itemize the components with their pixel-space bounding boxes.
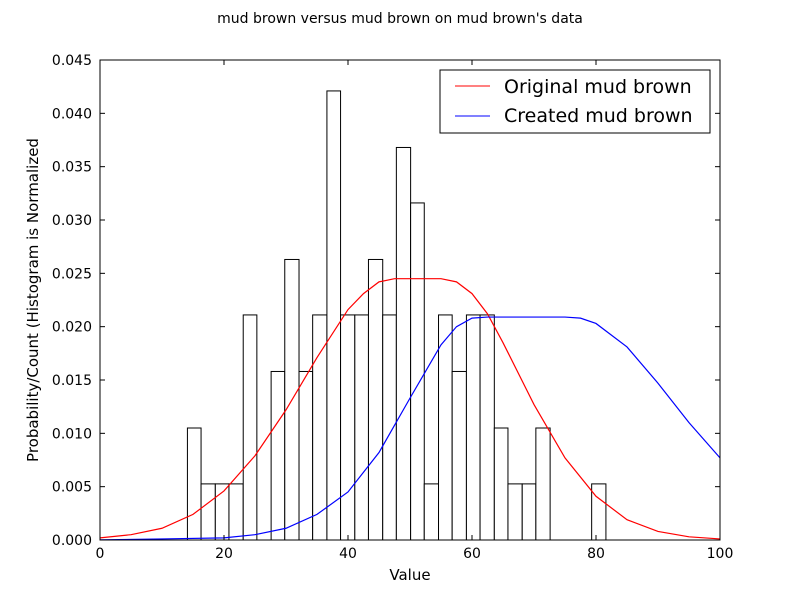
x-tick-label: 0 (96, 546, 105, 562)
y-tick-label: 0.040 (52, 106, 92, 122)
x-tick-label: 40 (339, 546, 357, 562)
original-curve-line (99, 278, 721, 540)
histogram-bar (340, 314, 356, 541)
x-tick-label: 20 (215, 546, 233, 562)
x-tick-label: 60 (463, 546, 481, 562)
histogram-bars (186, 90, 607, 541)
histogram-bar (521, 483, 537, 541)
histogram-bar (438, 314, 453, 541)
created-curve-line (99, 316, 721, 541)
histogram-bar (270, 370, 286, 541)
histogram-bar (493, 427, 509, 541)
histogram-bar (423, 483, 440, 541)
plot-frame (99, 59, 721, 541)
x-axis-label: Value (389, 566, 430, 584)
histogram-bar (479, 314, 495, 541)
y-tick-label: 0.000 (52, 533, 92, 549)
histogram-bar (591, 483, 607, 541)
x-tick-label: 100 (707, 546, 734, 562)
histogram-bar (312, 314, 328, 541)
histogram-bar (507, 483, 523, 541)
y-tick-label: 0.015 (52, 373, 92, 389)
x-ticks: 0 20 40 60 80 100 (96, 60, 734, 562)
histogram-bar (326, 90, 342, 541)
histogram-bar (200, 483, 216, 541)
histogram-bar (367, 258, 384, 541)
legend-box (439, 69, 711, 134)
curve-lines (99, 278, 721, 541)
histogram-bar (298, 370, 314, 541)
histogram-bar (451, 370, 467, 541)
legend-label-original: Original mud brown (504, 76, 692, 98)
chart-title: mud brown versus mud brown on mud brown'… (217, 11, 583, 27)
legend: Original mud brown Created mud brown (439, 69, 711, 134)
y-ticks: 0.000 0.005 0.010 0.015 0.020 0.025 0.030 0.035… (52, 53, 720, 549)
histogram-bar (410, 202, 425, 541)
histogram-bar (395, 146, 412, 541)
y-axis-label: Probability/Count (Histogram is Normaliz… (24, 138, 42, 462)
y-tick-label: 0.020 (52, 320, 92, 336)
y-tick-label: 0.025 (52, 266, 92, 282)
y-tick-label: 0.030 (52, 213, 92, 229)
y-tick-label: 0.010 (52, 426, 92, 442)
histogram-bar (354, 314, 369, 541)
histogram-bar (382, 314, 397, 541)
legend-label-created: Created mud brown (504, 105, 693, 127)
histogram-bar (535, 427, 551, 541)
histogram-bar (186, 427, 202, 541)
y-tick-label: 0.045 (52, 53, 92, 69)
x-tick-label: 80 (587, 546, 605, 562)
histogram-bar (228, 483, 244, 541)
histogram-bar (465, 314, 481, 541)
y-tick-label: 0.035 (52, 160, 92, 176)
histogram-bar (242, 314, 258, 541)
y-tick-label: 0.005 (52, 480, 92, 496)
